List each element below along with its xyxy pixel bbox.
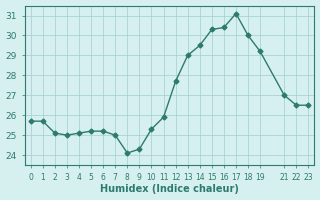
X-axis label: Humidex (Indice chaleur): Humidex (Indice chaleur) <box>100 184 239 194</box>
